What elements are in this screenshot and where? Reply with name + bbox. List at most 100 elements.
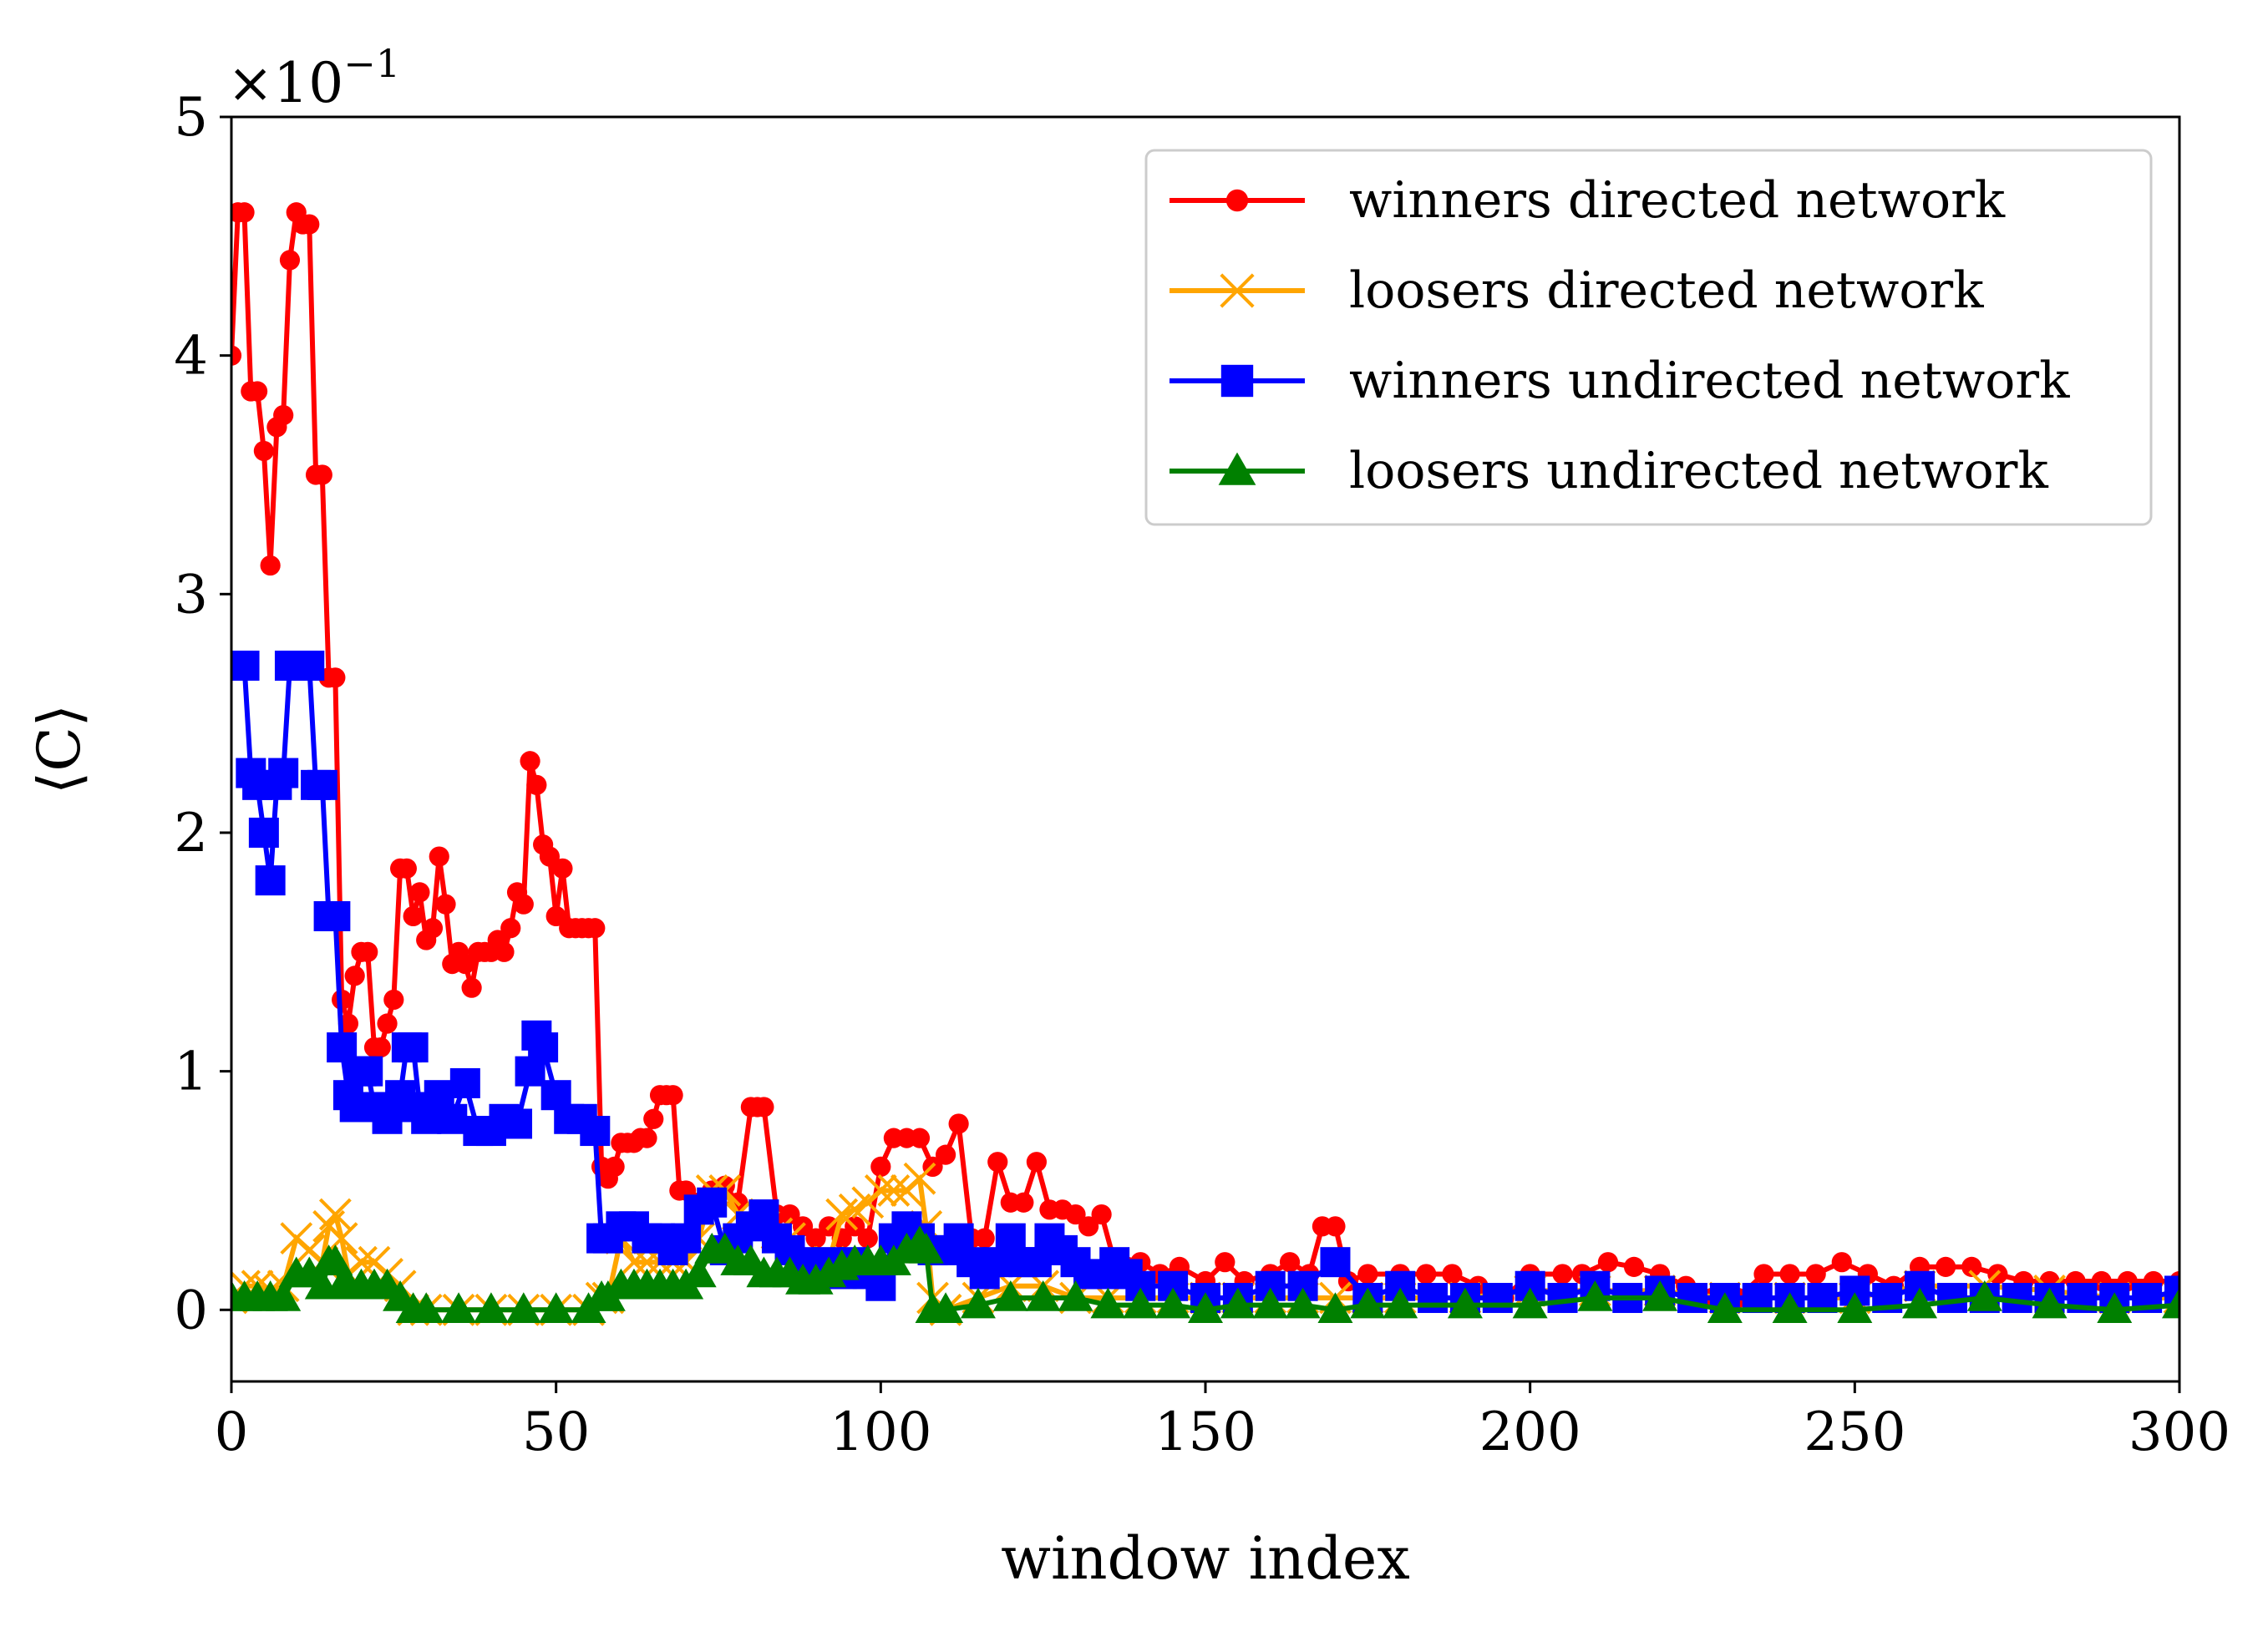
- data-point: [671, 1223, 702, 1254]
- data-point: [987, 1152, 1008, 1173]
- y-axis-label: ⟨C⟩: [25, 704, 94, 794]
- data-point: [358, 941, 378, 962]
- legend-label: winners undirected network: [1349, 352, 2070, 410]
- legend-item-winners-undirected-network: winners undirected network: [1170, 352, 2070, 410]
- legend: winners directed network loosers directed…: [1144, 149, 2153, 526]
- data-point: [1418, 1283, 1449, 1314]
- data-point: [461, 977, 482, 998]
- y-axis-multiplier: ×10−1: [227, 41, 400, 115]
- data-point: [383, 989, 404, 1011]
- data-point: [408, 1292, 444, 1324]
- data-point: [870, 1156, 891, 1178]
- data-point: [1512, 1287, 1548, 1319]
- data-point: [992, 1280, 1028, 1311]
- data-point: [681, 1256, 717, 1288]
- data-point: [805, 1228, 826, 1249]
- data-point: [1357, 1264, 1378, 1285]
- data-point: [345, 1245, 378, 1279]
- data-point: [370, 1036, 391, 1058]
- data-point: [960, 1287, 996, 1319]
- legend-marker: [1220, 273, 1255, 308]
- data-point: [1831, 1252, 1852, 1273]
- data-point: [1383, 1287, 1418, 1319]
- data-point: [1123, 1287, 1159, 1319]
- legend-item-loosers-directed-network: loosers directed network: [1170, 261, 1984, 320]
- data-point: [268, 758, 299, 788]
- data-point: [234, 202, 255, 223]
- data-point: [1025, 1280, 1061, 1311]
- y-tick-label: 3: [174, 564, 208, 626]
- data-point: [865, 1270, 896, 1301]
- data-point: [753, 1097, 774, 1118]
- data-point: [974, 1228, 995, 1249]
- data-point: [1416, 1264, 1437, 1285]
- data-point: [429, 846, 449, 867]
- y-axis-multiplier-base: ×10: [227, 51, 343, 115]
- data-point: [318, 1198, 352, 1231]
- data-point: [1447, 1287, 1483, 1319]
- data-point: [1552, 1264, 1573, 1285]
- data-point: [1090, 1287, 1126, 1319]
- data-point: [1837, 1292, 1873, 1324]
- data-point: [526, 774, 547, 795]
- data-point: [1642, 1280, 1678, 1311]
- series-loosers-undirected-network: [231, 1225, 2179, 1324]
- data-point: [1597, 1252, 1619, 1273]
- data-point: [909, 1128, 931, 1148]
- data-point: [585, 918, 606, 939]
- legend-label: winners directed network: [1349, 171, 2006, 230]
- y-tick-label: 1: [174, 1042, 208, 1103]
- x-axis: 0 50 100 150 200 250 300: [215, 1381, 2230, 1463]
- legend-marker: [1225, 189, 1249, 212]
- legend-marker: [1220, 364, 1254, 398]
- data-point: [246, 381, 268, 402]
- data-point: [637, 1128, 657, 1148]
- data-point: [1317, 1292, 1353, 1324]
- data-point: [441, 1292, 477, 1324]
- data-point: [449, 1067, 480, 1098]
- y-axis-multiplier-exponent: −1: [343, 41, 400, 86]
- data-point: [320, 900, 351, 931]
- data-point: [552, 858, 573, 879]
- data-point: [1902, 1287, 1938, 1319]
- data-point: [539, 846, 560, 867]
- legend-box: [1144, 149, 2153, 526]
- y-tick-label: 5: [174, 87, 208, 149]
- data-point: [697, 1187, 728, 1218]
- data-point: [1577, 1280, 1613, 1311]
- data-point: [409, 882, 430, 903]
- data-point: [877, 1174, 911, 1207]
- data-point: [1215, 1252, 1235, 1273]
- data-point: [377, 1013, 398, 1034]
- y-axis: 0 1 2 3 4 5: [174, 87, 231, 1341]
- data-point: [273, 404, 294, 426]
- data-point: [864, 1174, 897, 1207]
- data-point: [317, 1244, 353, 1275]
- data-point: [1961, 1256, 1982, 1277]
- data-point: [1078, 1216, 1099, 1237]
- data-point: [1013, 1192, 1034, 1213]
- data-point: [299, 214, 320, 235]
- data-point: [520, 751, 540, 772]
- data-point: [344, 966, 365, 986]
- data-point: [403, 905, 424, 927]
- data-point: [779, 1204, 800, 1225]
- data-point: [1325, 1216, 1346, 1237]
- data-point: [1065, 1204, 1086, 1225]
- data-point: [1779, 1264, 1800, 1285]
- data-point: [437, 1103, 468, 1134]
- data-point: [1155, 1287, 1191, 1319]
- data-point: [1091, 1204, 1112, 1225]
- data-point: [1058, 1280, 1093, 1311]
- series-layer: [231, 202, 2179, 1326]
- data-point: [231, 651, 260, 682]
- data-point: [307, 769, 337, 800]
- data-point: [1677, 1283, 1707, 1314]
- data-point: [935, 1144, 956, 1165]
- data-point: [502, 1108, 533, 1139]
- data-point: [604, 1156, 625, 1178]
- x-tick-label: 0: [215, 1401, 249, 1463]
- data-point: [1707, 1292, 1743, 1324]
- data-point: [248, 817, 279, 848]
- legend-item-winners-directed-network: winners directed network: [1170, 171, 2006, 230]
